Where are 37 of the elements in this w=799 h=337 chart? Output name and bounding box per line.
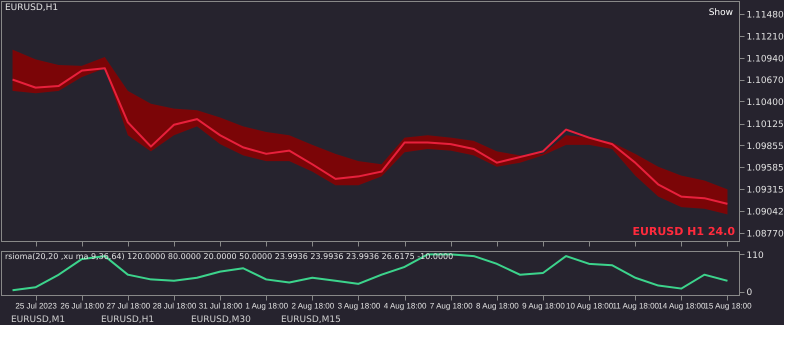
text: EURUSD,M30 <box>191 315 252 325</box>
x-tick-label: 1 Aug 18:00 <box>245 302 289 310</box>
x-tick-label: 4 Aug 18:00 <box>384 302 427 310</box>
text: EURUSD,M15 <box>281 315 341 325</box>
y-tick-label: 1.10125 <box>746 120 784 130</box>
x-tick-label: 10 Aug 18:00 <box>566 302 614 310</box>
y-tick-label: 0 <box>746 288 752 298</box>
x-tick-label: 11 Aug 18:00 <box>612 302 660 310</box>
x-tick-label: 7 Aug 18:00 <box>430 302 474 310</box>
text: EURUSD,M1 <box>11 315 66 325</box>
y-tick-label: 1.09315 <box>746 185 784 196</box>
x-tick-label: 31 Jul 18:00 <box>198 302 243 310</box>
x-tick-label: 28 Jul 18:00 <box>152 302 197 310</box>
x-tick-label: 9 Aug 18:00 <box>522 302 566 310</box>
x-tick-label: 26 Jul 18:00 <box>60 302 105 310</box>
y-tick-label: 1.11210 <box>746 32 784 42</box>
x-tick-label: 27 Jul 18:00 <box>106 302 151 310</box>
chart-title: EURUSD,H1 <box>5 3 58 13</box>
x-tick-label: 25 Jul 2023 <box>15 302 58 310</box>
annotation: EURUSD H1 24.0 <box>632 225 736 238</box>
y-tick-label: 1.08770 <box>746 229 784 240</box>
y-tick-label: 1.10670 <box>746 76 784 86</box>
x-tick-label: 2 Aug 18:00 <box>291 302 335 310</box>
x-tick-label: 3 Aug 18:00 <box>338 302 381 310</box>
y-tick-label: 1.10400 <box>746 98 784 108</box>
y-tick-label: 1.09042 <box>746 207 784 218</box>
y-tick-label: 1.09585 <box>746 164 784 174</box>
y-tick-label: 1.09855 <box>746 142 784 152</box>
text: EURUSD,H1 <box>101 315 154 325</box>
y-tick-label: 1.11480 <box>746 10 784 21</box>
y-tick-label: 1.10940 <box>746 54 784 64</box>
x-tick-label: 8 Aug 18:00 <box>476 302 520 310</box>
x-tick-label: 15 Aug 18:00 <box>704 302 752 310</box>
annotation: Show <box>708 8 733 18</box>
line-series <box>12 67 728 205</box>
x-tick-label: 14 Aug 18:00 <box>658 302 706 310</box>
y-tick-label: 110 <box>746 250 764 261</box>
